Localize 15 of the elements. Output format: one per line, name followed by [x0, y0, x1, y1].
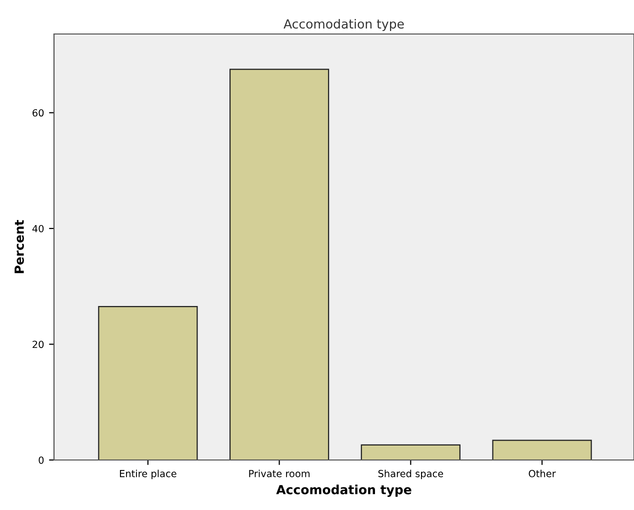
y-tick-label: 60 [32, 109, 44, 117]
y-tick-label: 40 [32, 224, 44, 232]
x-tick-label: Other [528, 470, 556, 478]
bar [229, 68, 330, 460]
bar [492, 440, 592, 460]
x-tick-label: Shared space [378, 470, 444, 480]
bar [98, 306, 198, 460]
bar [360, 444, 460, 460]
x-tick-label: Entire place [120, 470, 176, 480]
y-tick-label: 0 [38, 456, 44, 464]
x-axis-title: Accomodation type [276, 484, 412, 497]
y-tick-label: 20 [32, 340, 44, 348]
x-tick-label: Private room [249, 470, 310, 478]
chart-title: Accomodation type [284, 18, 404, 32]
y-axis-title: Percent [14, 220, 24, 274]
